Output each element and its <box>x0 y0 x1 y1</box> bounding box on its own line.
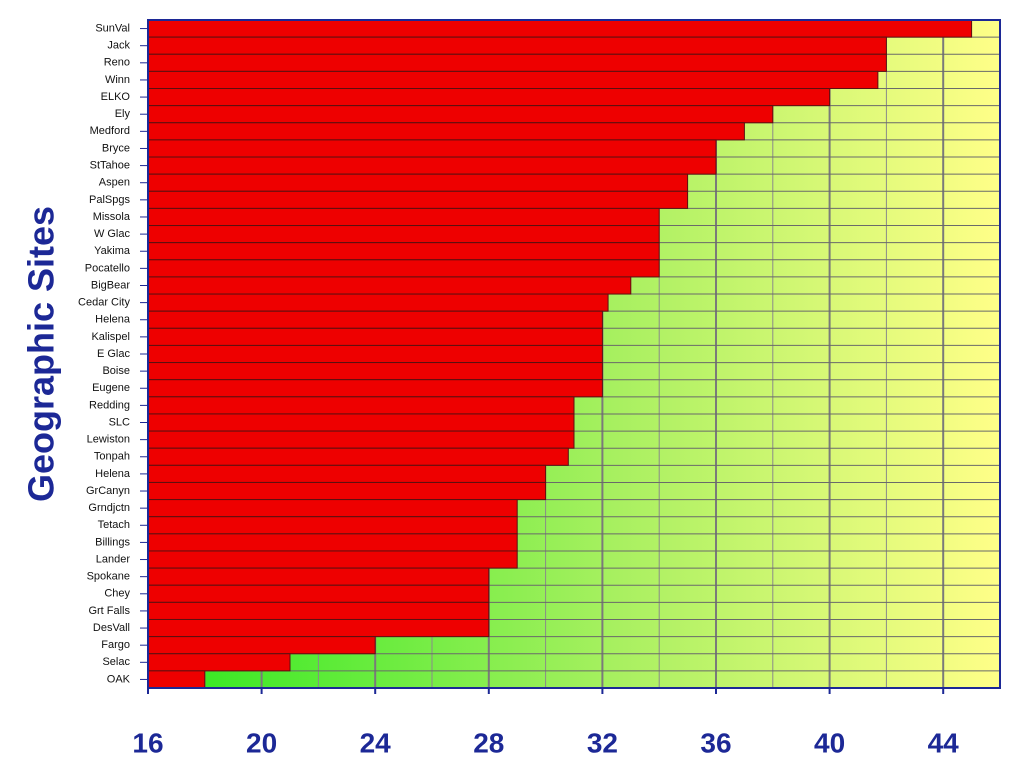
bar <box>147 156 717 175</box>
bar <box>147 36 887 55</box>
y-tick-label: Bryce <box>102 142 130 154</box>
bar <box>147 139 717 158</box>
y-tick-label: SLC <box>109 416 130 428</box>
bar <box>147 618 490 638</box>
bar <box>147 533 518 552</box>
y-tick-label: W Glac <box>94 228 131 240</box>
y-tick-label: Kalispel <box>91 331 130 343</box>
x-tick-label: 16 <box>132 727 163 758</box>
x-tick-label: 36 <box>700 727 731 758</box>
y-tick-label: Fargo <box>101 639 130 651</box>
x-tick-label: 40 <box>814 727 845 758</box>
y-tick-label: Grndjctn <box>88 502 130 514</box>
y-tick-label: Lander <box>96 553 131 565</box>
y-tick-label: Redding <box>89 399 130 411</box>
y-tick-label: Jack <box>107 40 130 52</box>
bar <box>147 259 660 278</box>
bar <box>147 70 879 90</box>
y-tick-label: Selac <box>102 656 130 668</box>
y-tick-label: Cedar City <box>78 297 130 309</box>
bar <box>147 447 569 466</box>
bar <box>147 636 376 655</box>
bar <box>147 88 831 107</box>
y-tick-label: Ely <box>115 108 131 120</box>
y-tick-label: Winn <box>105 74 130 86</box>
y-tick-label: Medford <box>90 125 130 137</box>
bar <box>147 481 547 501</box>
y-tick-label: GrCanyn <box>86 485 130 497</box>
y-tick-label: Reno <box>104 57 130 69</box>
bar <box>147 499 518 518</box>
y-tick-label: Tonpah <box>94 451 130 463</box>
bar <box>147 396 575 415</box>
bar <box>147 53 887 72</box>
x-tick-label: 20 <box>246 727 277 758</box>
y-tick-label: OAK <box>107 673 131 685</box>
x-tick-label: 44 <box>928 727 960 758</box>
bar <box>147 430 575 449</box>
y-axis-label: Geographic Sites <box>21 206 62 502</box>
y-tick-label: SunVal <box>95 22 130 34</box>
bar <box>147 207 660 227</box>
bar <box>147 327 603 346</box>
bar <box>147 242 660 261</box>
bar <box>147 105 774 124</box>
bar <box>147 190 689 209</box>
y-tick-label: DesVall <box>93 622 130 634</box>
y-tick-label: Billings <box>95 536 130 548</box>
bar <box>147 653 291 672</box>
y-tick-label: E Glac <box>97 348 131 360</box>
bar <box>147 19 973 38</box>
y-tick-label: Chey <box>104 588 130 600</box>
y-tick-label: Helena <box>95 468 131 480</box>
bar <box>147 464 547 483</box>
bar <box>147 173 689 192</box>
y-tick-label: Grt Falls <box>88 605 130 617</box>
y-tick-label: Spokane <box>87 571 130 583</box>
plot-frame <box>147 19 1001 689</box>
y-tick-label: Helena <box>95 314 131 326</box>
y-tick-label: Yakima <box>94 245 131 257</box>
y-tick-label: Lewiston <box>87 434 130 446</box>
x-tick-label: 24 <box>360 727 392 758</box>
bar <box>147 362 603 381</box>
bar <box>147 276 632 295</box>
bar <box>147 670 206 689</box>
bar <box>147 584 490 603</box>
bar <box>147 550 518 569</box>
y-tick-label: Eugene <box>92 382 130 394</box>
bar <box>147 413 575 432</box>
bar <box>147 379 603 398</box>
bar <box>147 122 745 141</box>
bar <box>147 516 518 535</box>
y-tick-label: ELKO <box>101 91 131 103</box>
y-tick-label: PalSpgs <box>89 194 130 206</box>
y-tick-label: Missola <box>93 211 131 223</box>
bar <box>147 601 490 620</box>
bar <box>147 310 603 329</box>
x-tick-label: 28 <box>473 727 504 758</box>
y-tick-label: BigBear <box>91 279 130 291</box>
x-tick-label: 32 <box>587 727 618 758</box>
y-tick-label: StTahoe <box>90 159 130 171</box>
y-tick-label: Pocatello <box>85 262 130 274</box>
y-tick-label: Tetach <box>98 519 130 531</box>
y-tick-label: Boise <box>102 365 130 377</box>
y-tick-label: Aspen <box>99 177 130 189</box>
bar <box>147 293 609 312</box>
bar <box>147 225 660 244</box>
bar <box>147 567 490 586</box>
bar <box>147 344 603 364</box>
